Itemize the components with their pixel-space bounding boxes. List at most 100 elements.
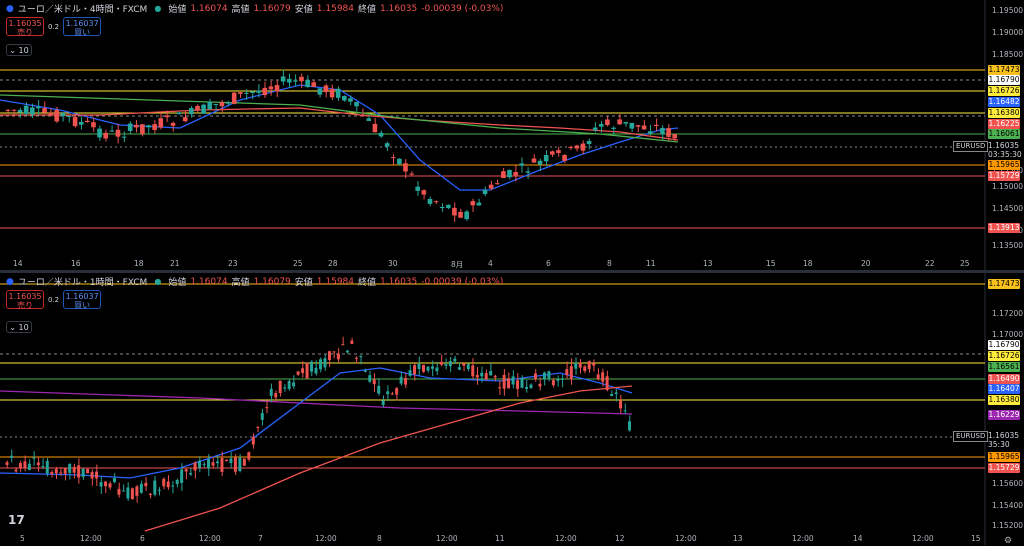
candle [446, 204, 451, 210]
symbol-label: EURUSD [953, 431, 989, 442]
symbol-label: EURUSD [953, 141, 989, 152]
time-tick: 11 [495, 534, 505, 543]
low-value: 1.15984 [316, 276, 355, 287]
time-tick: 12:00 [675, 534, 697, 543]
price-tick: 1.15500 [992, 166, 1023, 175]
candle [287, 378, 291, 391]
time-tick: 12:00 [912, 534, 934, 543]
candle [533, 368, 537, 382]
candle [256, 426, 260, 433]
tradingview-logo[interactable]: 17 [8, 513, 25, 527]
candle [280, 69, 286, 86]
buy-button[interactable]: 1.16037 買い [63, 17, 102, 37]
sell-label: 売り [17, 28, 33, 37]
candle [511, 370, 515, 389]
symbol-title[interactable]: ユーロ／米ドル・4時間・FXCM [17, 5, 148, 15]
candle [475, 367, 479, 385]
candle [41, 458, 45, 469]
candle [525, 167, 531, 180]
candle [193, 461, 197, 479]
candle [466, 363, 470, 372]
candle [386, 385, 390, 402]
time-tick: 12:00 [555, 534, 577, 543]
candle [547, 370, 551, 382]
time-tick: 18 [134, 259, 144, 268]
moving-average-line[interactable] [0, 94, 679, 143]
candle [11, 109, 17, 117]
chart-pane-1h[interactable]: ● ユーロ／米ドル・1時間・FXCM ● 始値 1.16074 高値 1.16079… [0, 273, 1024, 545]
candle [372, 373, 376, 393]
candle [348, 95, 353, 106]
candle [72, 463, 76, 479]
candle [97, 125, 102, 141]
time-tick: 12 [615, 534, 625, 543]
sell-button[interactable]: 1.16035 売り [6, 17, 44, 37]
chevron-down-icon: ⌄ [9, 46, 16, 55]
price-tick: 1.15000 [992, 182, 1024, 191]
candle [18, 460, 22, 473]
price-level-tag: 1.16482 [988, 97, 1020, 107]
candle [601, 368, 605, 387]
spread-value: 0.2 [48, 22, 60, 31]
candle [77, 458, 81, 484]
candle [189, 468, 193, 477]
candle [335, 86, 341, 101]
candle [421, 189, 427, 200]
candle [439, 203, 445, 212]
moving-average-line[interactable] [144, 385, 633, 532]
gear-icon[interactable]: ⚙ [1004, 536, 1013, 546]
low-value: 1.15984 [316, 3, 355, 14]
candle [556, 375, 560, 387]
moving-average-line[interactable] [0, 390, 633, 415]
candle [556, 146, 561, 157]
price-chart-1h[interactable] [0, 273, 1024, 545]
time-tick: 8 [377, 534, 382, 543]
candle [542, 371, 546, 386]
chart-pane-4h[interactable]: ● ユーロ／米ドル・4時間・FXCM ● 始値 1.16074 高値 1.16079… [0, 0, 1024, 270]
price-level-tag: 1.15729 [988, 171, 1020, 181]
candle [480, 366, 484, 383]
collapse-indicators-button[interactable]: ⌄ 10 [6, 44, 32, 56]
price-tick: 1.15200 [992, 521, 1024, 530]
close-value: 1.16035 [380, 3, 418, 14]
high-value: 1.16079 [253, 276, 291, 287]
buy-button[interactable]: 1.16037 買い [63, 290, 102, 310]
candle [476, 198, 482, 206]
price-tick: 1.15600 [992, 479, 1024, 488]
candle [237, 91, 243, 99]
time-tick: 21 [170, 259, 180, 268]
candle [452, 202, 457, 222]
candle [135, 485, 139, 503]
moving-average-line[interactable] [0, 367, 633, 479]
candle [54, 466, 58, 480]
symbol-title[interactable]: ユーロ／米ドル・1時間・FXCM [17, 278, 148, 288]
price-tick: 1.19500 [992, 6, 1024, 15]
close-label: 終値 [358, 5, 377, 15]
close-value: 1.16035 [380, 276, 418, 287]
candle [274, 80, 280, 98]
time-tick: 15 [971, 534, 981, 543]
candle [384, 141, 390, 151]
candle [623, 403, 627, 415]
candle [629, 122, 635, 133]
price-level-tag: 1.16380 [988, 108, 1020, 118]
candle [278, 380, 282, 397]
candle [587, 360, 591, 373]
time-tick: 4 [488, 259, 493, 268]
candle [242, 458, 246, 467]
pane-divider[interactable] [0, 270, 1024, 273]
time-tick: 14 [13, 259, 23, 268]
collapse-indicators-button[interactable]: ⌄ 10 [6, 321, 32, 333]
candle [207, 454, 211, 477]
price-level-tag: 1.13913 [988, 223, 1020, 233]
candle [617, 114, 622, 125]
moving-average-line[interactable] [0, 107, 679, 141]
time-tick: 13 [703, 259, 713, 268]
buy-price: 1.16037 [65, 292, 99, 301]
sell-button[interactable]: 1.16035 売り [6, 290, 44, 310]
candle [426, 366, 430, 373]
candle [372, 117, 378, 133]
candle [148, 493, 152, 499]
price-chart-4h[interactable] [0, 0, 1024, 270]
candle [220, 451, 224, 477]
